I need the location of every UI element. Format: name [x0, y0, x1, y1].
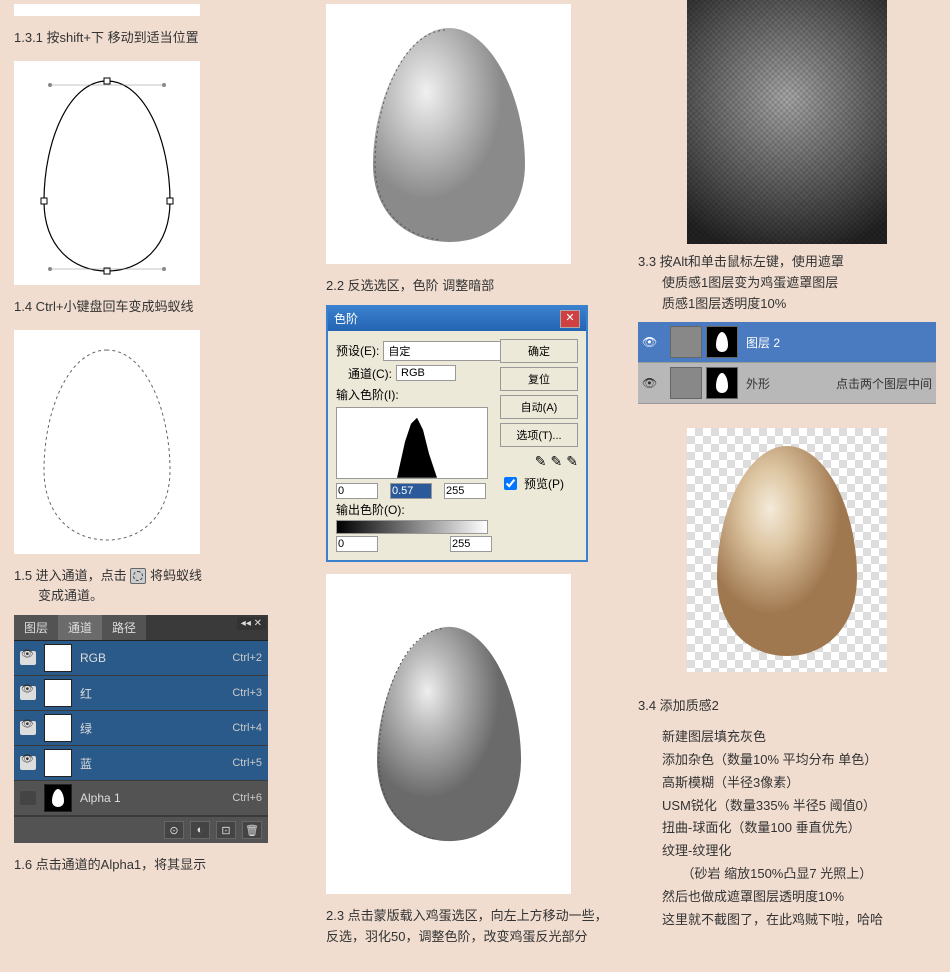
- options-button[interactable]: 选项(T)...: [500, 423, 578, 447]
- channel-label: 通道(C):: [348, 365, 392, 382]
- channel-shortcut: Ctrl+3: [232, 687, 262, 699]
- panel-menu-icon[interactable]: ◂◂ ✕: [237, 617, 266, 630]
- load-selection-icon: [130, 568, 146, 584]
- channel-thumb: [44, 679, 72, 707]
- levels-titlebar: 色阶 ✕: [328, 307, 586, 331]
- layer-name: 图层 2: [746, 334, 780, 351]
- ok-button[interactable]: 确定: [500, 339, 578, 363]
- layer-row[interactable]: 👁 图层 2: [638, 322, 936, 363]
- channel-tab[interactable]: 通道: [58, 615, 102, 640]
- layer-name: 外形: [746, 375, 770, 392]
- step-line: （砂岩 缩放150%凸显7 光照上）: [662, 864, 936, 885]
- channels-tabs: 图层通道路径 ◂◂ ✕: [14, 615, 268, 641]
- step-line: USM锐化（数量335% 半径5 阈值0）: [662, 796, 936, 817]
- layer-mask-thumb: [706, 367, 738, 399]
- layer-mask-thumb: [706, 326, 738, 358]
- channels-panel: 图层通道路径◂◂ ✕ RGBCtrl+2红Ctrl+3绿Ctrl+4蓝Ctrl+…: [14, 615, 268, 843]
- visibility-icon[interactable]: 👁: [642, 376, 658, 390]
- channel-footer-icon[interactable]: 🗑: [242, 821, 262, 839]
- channel-row[interactable]: RGBCtrl+2: [14, 641, 268, 676]
- channel-name: 红: [80, 685, 232, 702]
- output-gradient[interactable]: [336, 520, 488, 534]
- step-line: 这里就不截图了，在此鸡贼下啦，哈哈: [662, 910, 936, 931]
- egg-shaded-mid: [326, 574, 571, 894]
- visibility-icon[interactable]: 👁: [642, 335, 658, 349]
- visibility-icon[interactable]: [20, 686, 36, 700]
- egg-shaded-top: [326, 4, 571, 264]
- channel-row[interactable]: 绿Ctrl+4: [14, 711, 268, 746]
- layer-thumb: [670, 367, 702, 399]
- step-line: 扭曲-球面化（数量100 垂直优先）: [662, 818, 936, 839]
- channel-name: 蓝: [80, 755, 232, 772]
- texture-figure: [687, 0, 887, 244]
- egg-ants-figure: [14, 330, 200, 554]
- visibility-icon[interactable]: [20, 791, 36, 805]
- layer-thumb: [670, 326, 702, 358]
- channel-thumb: [44, 714, 72, 742]
- step-1-6: 1.6 点击通道的Alpha1，将其显示: [14, 855, 306, 876]
- input-high[interactable]: [444, 483, 486, 499]
- channel-footer-icon[interactable]: ⊙: [164, 821, 184, 839]
- partial-top-image: [14, 4, 200, 16]
- channel-tab[interactable]: 图层: [14, 615, 58, 640]
- step-1-5: 1.5 进入通道，点击 将蚂蚁线 变成通道。: [14, 566, 306, 608]
- step-line: 添加杂色（数量10% 平均分布 单色）: [662, 750, 936, 771]
- channel-name: 绿: [80, 720, 232, 737]
- channel-name: Alpha 1: [80, 791, 232, 805]
- step-3-3: 3.3 按Alt和单击鼠标左键，使用遮罩 使质感1图层变为鸡蛋遮罩图层 质感1图…: [638, 252, 936, 314]
- step-2-2: 2.2 反选选区，色阶 调整暗部: [326, 276, 618, 297]
- close-icon[interactable]: ✕: [560, 310, 580, 328]
- visibility-icon[interactable]: [20, 651, 36, 665]
- channel-thumb: [44, 644, 72, 672]
- step-2-3: 2.3 点击蒙版载入鸡蛋选区，向左上方移动一些，反选，羽化50，调整色阶，改变鸡…: [326, 906, 618, 948]
- step-line: 高斯模糊（半径3像素）: [662, 773, 936, 794]
- step-line: 新建图层填充灰色: [662, 727, 936, 748]
- visibility-icon[interactable]: [20, 721, 36, 735]
- channel-row[interactable]: 红Ctrl+3: [14, 676, 268, 711]
- channel-footer-icon[interactable]: ⊡: [216, 821, 236, 839]
- cancel-button[interactable]: 复位: [500, 367, 578, 391]
- layers-panel: 👁 图层 2 👁 外形 点击两个图层中间: [638, 322, 936, 404]
- preview-checkbox[interactable]: 预览(P): [500, 474, 578, 493]
- levels-title: 色阶: [334, 310, 358, 327]
- channel-shortcut: Ctrl+5: [232, 757, 262, 769]
- layer-row[interactable]: 👁 外形 点击两个图层中间: [638, 363, 936, 404]
- input-low[interactable]: [336, 483, 378, 499]
- output-high[interactable]: [450, 536, 492, 552]
- input-mid[interactable]: [390, 483, 432, 499]
- step-1-3-1: 1.3.1 按shift+下 移动到适当位置: [14, 28, 306, 49]
- channel-row[interactable]: 蓝Ctrl+5: [14, 746, 268, 781]
- channel-shortcut: Ctrl+4: [232, 722, 262, 734]
- channel-footer-icon[interactable]: ◐: [190, 821, 210, 839]
- layer-note: 点击两个图层中间: [836, 375, 932, 392]
- auto-button[interactable]: 自动(A): [500, 395, 578, 419]
- channels-footer: ⊙ ◐ ⊡ 🗑: [14, 816, 268, 843]
- step-1-4: 1.4 Ctrl+小键盘回车变成蚂蚁线: [14, 297, 306, 318]
- channel-tab[interactable]: 路径: [102, 615, 146, 640]
- levels-dialog: 色阶 ✕ 确定 复位 自动(A) 选项(T)... ✎✎✎ 预览(P) 预设(E…: [326, 305, 588, 562]
- channel-select[interactable]: RGB: [396, 365, 456, 381]
- step-3-4: 3.4 添加质感2: [638, 696, 936, 717]
- preset-label: 预设(E):: [336, 342, 379, 359]
- output-low[interactable]: [336, 536, 378, 552]
- histogram: [336, 407, 488, 479]
- eyedropper-icons[interactable]: ✎✎✎: [500, 453, 578, 470]
- channel-name: RGB: [80, 651, 232, 665]
- step-line: 纹理-纹理化: [662, 841, 936, 862]
- egg-tan-figure: [687, 428, 887, 672]
- channel-thumb: [44, 749, 72, 777]
- step-line: 然后也做成遮罩图层透明度10%: [662, 887, 936, 908]
- channel-row[interactable]: Alpha 1Ctrl+6: [14, 781, 268, 816]
- channel-thumb: [44, 784, 72, 812]
- channel-shortcut: Ctrl+6: [232, 792, 262, 804]
- visibility-icon[interactable]: [20, 756, 36, 770]
- step-3-4-details: 新建图层填充灰色添加杂色（数量10% 平均分布 单色）高斯模糊（半径3像素）US…: [638, 725, 936, 932]
- channel-shortcut: Ctrl+2: [232, 652, 262, 664]
- output-levels-label: 输出色阶(O):: [336, 501, 578, 518]
- egg-outline-figure: [14, 61, 200, 285]
